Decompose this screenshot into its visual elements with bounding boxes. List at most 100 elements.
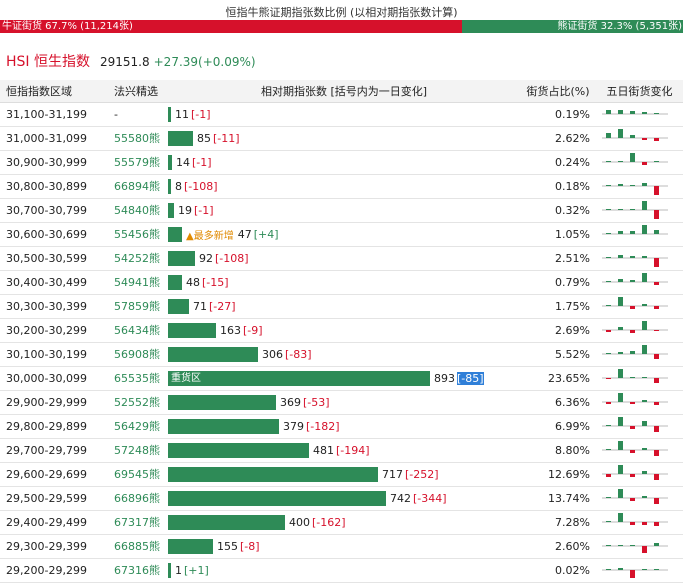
five-day-sparkline <box>602 513 668 526</box>
sg-warrant-link[interactable]: 57859熊 <box>108 294 168 319</box>
sg-warrant-link[interactable]: 54252熊 <box>108 246 168 271</box>
table-row[interactable]: 29,600-29,699 69545熊 717 [-252] 12.69% <box>0 462 683 487</box>
sg-warrant-link[interactable]: 54840熊 <box>108 198 168 223</box>
sg-warrant-link[interactable]: 65535熊 <box>108 366 168 391</box>
sparkline-bar <box>654 282 659 285</box>
sg-warrant-link[interactable]: 54941熊 <box>108 270 168 295</box>
table-row[interactable]: 29,900-29,999 52552熊 369 [-53] 6.36% <box>0 390 683 415</box>
contracts-value: 742 <box>390 491 411 505</box>
five-day-trend-cell <box>596 150 683 175</box>
share-pct-cell: 6.36% <box>520 390 596 415</box>
contracts-value: 85 <box>197 131 211 145</box>
five-day-sparkline <box>602 129 668 141</box>
table-row[interactable]: 30,400-30,499 54941熊 48 [-15] 0.79% <box>0 270 683 295</box>
contracts-bar <box>168 202 174 218</box>
five-day-trend-cell <box>596 558 683 583</box>
bull-bear-ratio-bar: 牛证街货 67.7% (11,214张) 熊证街货 32.3% (5,351张) <box>0 20 683 33</box>
sparkline-bar <box>654 330 659 331</box>
bull-bear-distribution-table: 恒指指数区域 法兴精选 相对期指张数 [括号内为一日变化] 街货占比(%) 五日… <box>0 80 683 583</box>
sparkline-bar <box>642 256 647 258</box>
sg-warrant-link[interactable]: 55580熊 <box>108 126 168 151</box>
contracts-cell: 400 [-162] <box>168 510 520 535</box>
sg-warrant-link[interactable]: 69545熊 <box>108 462 168 487</box>
contracts-bar <box>168 178 171 194</box>
contracts-value: 11 <box>175 107 189 121</box>
daily-change: [-252] <box>405 467 439 481</box>
table-row[interactable]: 30,800-30,899 66894熊 8 [-108] 0.18% <box>0 174 683 199</box>
contracts-cell: 379 [-182] <box>168 414 520 439</box>
table-row[interactable]: 29,800-29,899 56429熊 379 [-182] 6.99% <box>0 414 683 439</box>
table-row[interactable]: 31,100-31,199-11 [-1] 0.19% <box>0 102 683 127</box>
sparkline-bar <box>606 378 611 379</box>
contracts-cell: 11 [-1] <box>168 102 520 127</box>
sg-warrant-link[interactable]: 66894熊 <box>108 174 168 199</box>
share-pct-cell: 6.99% <box>520 414 596 439</box>
contracts-cell: 369 [-53] <box>168 390 520 415</box>
contracts-value: 19 <box>178 203 192 217</box>
table-row[interactable]: 30,700-30,799 54840熊 19 [-1] 0.32% <box>0 198 683 223</box>
table-row[interactable]: 30,200-30,299 56434熊 163 [-9] 2.69% <box>0 318 683 343</box>
table-row[interactable]: 29,200-29,299 67316熊 1 [+1] 0.02% <box>0 558 683 583</box>
table-row[interactable]: 31,000-31,099 55580熊 85 [-11] 2.62% <box>0 126 683 151</box>
contracts-cell: 19 [-1] <box>168 198 520 223</box>
sparkline-bar <box>654 354 659 359</box>
index-value: 29151.8 <box>100 55 150 69</box>
index-name[interactable]: HSI 恒生指数 <box>6 54 90 70</box>
sg-warrant-link[interactable]: 56429熊 <box>108 414 168 439</box>
five-day-trend-cell <box>596 390 683 415</box>
five-day-trend-cell <box>596 534 683 559</box>
index-range-cell: 30,900-30,999 <box>0 150 108 175</box>
contracts-value: 400 <box>289 515 310 529</box>
sg-warrant-link[interactable]: 66885熊 <box>108 534 168 559</box>
sparkline-bar <box>654 474 659 480</box>
index-range-cell: 30,700-30,799 <box>0 198 108 223</box>
sg-warrant-link[interactable]: 55579熊 <box>108 150 168 175</box>
table-row[interactable]: 29,700-29,799 57248熊 481 [-194] 8.80% <box>0 438 683 463</box>
sparkline-bar <box>618 417 623 426</box>
sparkline-bar <box>618 255 623 258</box>
sg-warrant-link[interactable]: 56908熊 <box>108 342 168 367</box>
sg-warrant-link[interactable]: 57248熊 <box>108 438 168 463</box>
table-row[interactable]: 30,600-30,699 55456熊 ▲最多新增 47 [+4] 1.05% <box>0 222 683 247</box>
sg-warrant-link[interactable]: 67317熊 <box>108 510 168 535</box>
five-day-sparkline <box>602 297 668 309</box>
contracts-cell: 71 [-27] <box>168 294 520 319</box>
sg-warrant-link[interactable]: 52552熊 <box>108 390 168 415</box>
sparkline-bar <box>618 369 623 378</box>
index-range-cell: 30,400-30,499 <box>0 270 108 295</box>
sparkline-bar <box>654 450 659 456</box>
sparkline-bar <box>630 377 635 378</box>
sg-warrant-link[interactable]: 56434熊 <box>108 318 168 343</box>
table-row[interactable]: 30,500-30,599 54252熊 92 [-108] 2.51% <box>0 246 683 271</box>
daily-change: [-1] <box>192 155 212 169</box>
index-range-cell: 30,100-30,199 <box>0 342 108 367</box>
table-row[interactable]: 29,300-29,399 66885熊 155 [-8] 2.60% <box>0 534 683 559</box>
sg-warrant-link[interactable]: 66896熊 <box>108 486 168 511</box>
table-row[interactable]: 30,100-30,199 56908熊 306 [-83] 5.52% <box>0 342 683 367</box>
sparkline-bar <box>642 546 647 553</box>
table-row[interactable]: 30,900-30,999 55579熊 14 [-1] 0.24% <box>0 150 683 175</box>
sparkline-bar <box>618 129 623 138</box>
sparkline-bar <box>630 522 635 525</box>
sparkline-bar <box>642 496 647 498</box>
sg-warrant-link[interactable]: 55456熊 <box>108 222 168 247</box>
contracts-value: 8 <box>175 179 182 193</box>
sparkline-bar <box>618 513 623 522</box>
index-range-cell: 29,800-29,899 <box>0 414 108 439</box>
five-day-trend-cell <box>596 246 683 271</box>
table-row[interactable]: 29,400-29,499 67317熊 400 [-162] 7.28% <box>0 510 683 535</box>
header-index-range: 恒指指数区域 <box>0 80 108 103</box>
contracts-cell: ▲最多新增 47 [+4] <box>168 222 520 247</box>
five-day-sparkline <box>602 543 668 553</box>
sparkline-bar <box>618 352 623 354</box>
sparkline-bar <box>606 233 611 234</box>
sparkline-bar <box>606 161 611 162</box>
share-pct-cell: 0.02% <box>520 558 596 583</box>
table-row[interactable]: 29,500-29,599 66896熊 742 [-344] 13.74% <box>0 486 683 511</box>
contracts-cell: 155 [-8] <box>168 534 520 559</box>
table-row[interactable]: 30,000-30,099 65535熊 重货区 893 [-85] 23.65% <box>0 366 683 391</box>
table-row[interactable]: 30,300-30,399 57859熊 71 [-27] 1.75% <box>0 294 683 319</box>
daily-change: [-344] <box>413 491 447 505</box>
sparkline-bar <box>606 281 611 282</box>
sg-warrant-link[interactable]: 67316熊 <box>108 558 168 583</box>
